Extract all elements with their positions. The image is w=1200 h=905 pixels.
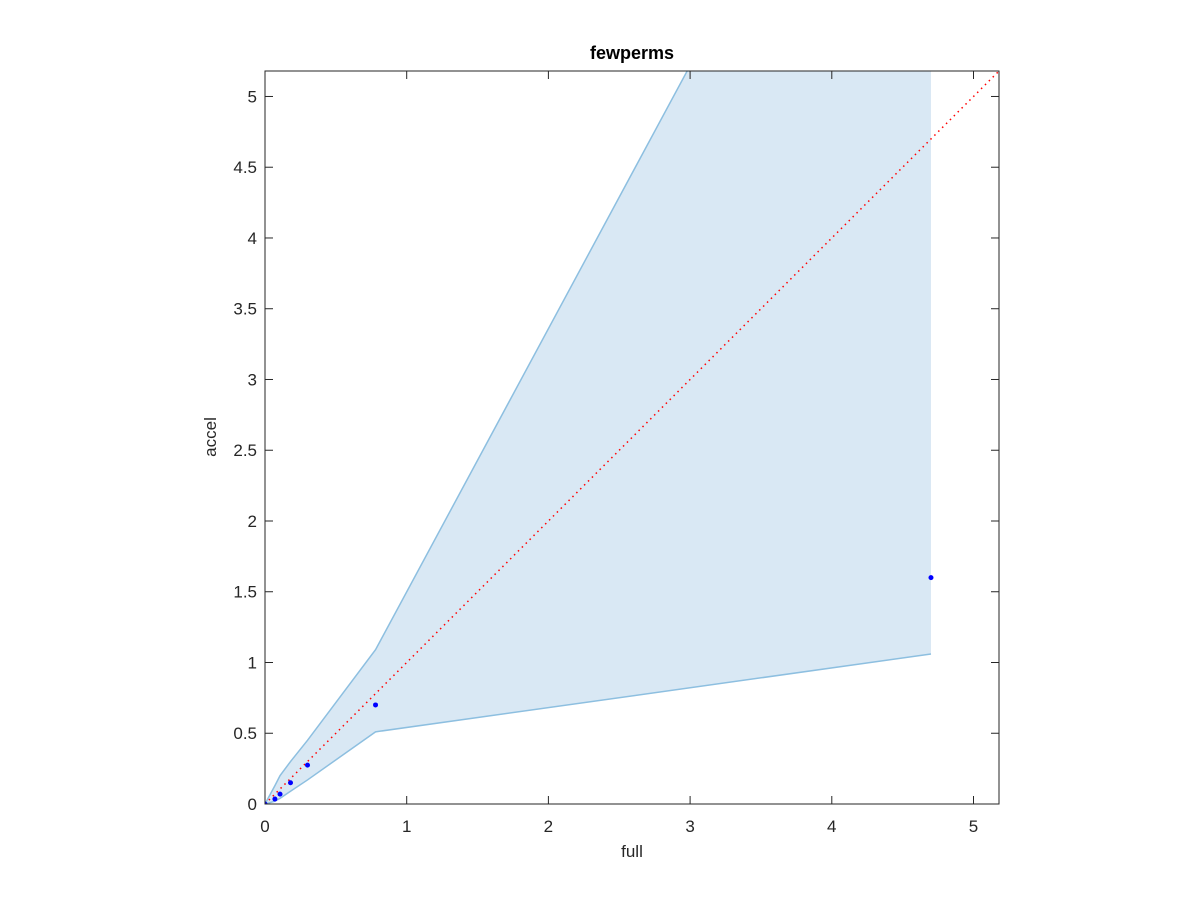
- y-tick-label: 3.5: [233, 300, 257, 319]
- y-tick-label: 1.5: [233, 583, 257, 602]
- y-axis-label: accel: [201, 417, 220, 457]
- y-tick-label: 4.5: [233, 158, 257, 177]
- band-upper-edge: [265, 71, 689, 804]
- reference-line: [265, 71, 999, 804]
- x-tick-label: 1: [402, 817, 411, 836]
- band-fill: [265, 71, 931, 804]
- x-tick-label: 3: [685, 817, 694, 836]
- y-tick-label: 5: [248, 87, 257, 106]
- data-point: [288, 780, 294, 786]
- x-axis-label: full: [621, 842, 643, 861]
- y-tick-label: 2.5: [233, 441, 257, 460]
- x-tick-label: 4: [827, 817, 836, 836]
- data-point: [272, 796, 278, 802]
- plot-area: [265, 71, 999, 804]
- x-tick-label: 2: [544, 817, 553, 836]
- data-point: [265, 801, 268, 804]
- y-tick-label: 2: [248, 512, 257, 531]
- y-tick-label: 4: [248, 229, 257, 248]
- y-tick-label: 1: [248, 653, 257, 672]
- data-point: [928, 575, 934, 581]
- axes-box: [264, 70, 1000, 805]
- data-point: [277, 791, 283, 797]
- data-point: [373, 702, 379, 708]
- y-tick-label: 0.5: [233, 724, 257, 743]
- x-tick-label: 5: [969, 817, 978, 836]
- chart-title: fewperms: [590, 43, 674, 63]
- y-tick-label: 3: [248, 370, 257, 389]
- y-tick-label: 0: [248, 795, 257, 814]
- data-point: [305, 762, 311, 768]
- x-tick-label: 0: [260, 817, 269, 836]
